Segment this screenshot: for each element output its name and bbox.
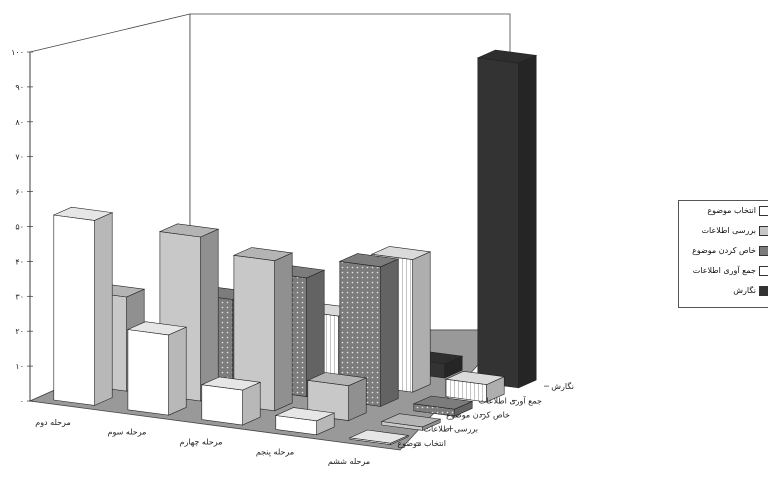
legend-label: خاص کردن موضوع: [692, 246, 756, 255]
legend-swatch: [759, 205, 768, 216]
y-tick-label: ۴۰: [15, 257, 24, 266]
bar: [274, 407, 336, 436]
bar: [476, 49, 538, 389]
x-category-label: مرحله چهارم: [179, 438, 222, 447]
legend-label: بررسی اطلاعات: [701, 226, 756, 235]
bar: [380, 413, 442, 431]
y-tick-label: ۹۰: [15, 83, 24, 92]
legend-label: جمع آوری اطلاعات: [692, 266, 756, 275]
bar: [444, 370, 506, 403]
bar: [412, 395, 474, 417]
depth-series-label: خاص کردن موضوع: [446, 411, 510, 420]
bar: [200, 376, 262, 426]
legend-item: بررسی اطلاعات: [681, 224, 768, 238]
legend-label: نگارش: [733, 286, 756, 295]
depth-series-label: انتخاب موضوع: [397, 439, 446, 448]
bar: [348, 429, 410, 446]
legend-item: جمع آوری اطلاعات: [681, 264, 768, 278]
legend-swatch: [759, 285, 768, 296]
x-category-label: مرحله پنجم: [256, 447, 294, 456]
legend-item: خاص کردن موضوع: [681, 244, 768, 258]
category-labels: مرحله دوم مرحله سوم مرحله چهارم مرحله پنجم م…: [35, 381, 574, 466]
bars: [52, 49, 538, 446]
y-tick-label: ۷۰: [15, 153, 24, 162]
y-tick-label: ۵۰: [15, 223, 24, 232]
y-tick-label: ۱۰: [15, 362, 24, 371]
x-category-label: مرحله ششم: [328, 457, 370, 466]
y-tick-label: ۳۰: [15, 292, 24, 301]
bar: [52, 206, 114, 406]
legend-label: انتخاب موضوع: [707, 206, 756, 215]
legend-swatch: [759, 245, 768, 256]
legend-item: نگارش: [681, 284, 768, 298]
depth-series-label: نگارش: [551, 381, 574, 391]
bar: [126, 321, 188, 416]
y-tick-label: ۶۰: [15, 188, 24, 197]
legend-swatch: [759, 225, 768, 236]
legend: انتخاب موضوع بررسی اطلاعات خاص کردن موضو…: [678, 200, 768, 308]
legend-item: انتخاب موضوع: [681, 204, 768, 218]
bar: [306, 372, 368, 422]
depth-series-label: جمع آوری اطلاعات: [479, 395, 542, 405]
x-category-label: مرحله دوم: [35, 418, 71, 427]
bar: [338, 253, 400, 407]
x-category-label: مرحله سوم: [108, 428, 147, 437]
legend-swatch: [759, 265, 768, 276]
y-tick-label: ۲۰: [15, 327, 24, 336]
y-tick-label: ۱۰۰: [11, 48, 24, 57]
y-tick-label: ۰: [20, 397, 24, 406]
y-tick-label: ۸۰: [15, 118, 24, 127]
depth-series-label: بررسی اطلاعات: [423, 425, 478, 434]
y-tick-labels: ۰ ۱۰ ۲۰ ۳۰ ۴۰ ۵۰ ۶۰ ۷۰ ۸۰ ۹۰ ۱۰۰: [11, 48, 33, 406]
bar: [232, 247, 294, 412]
